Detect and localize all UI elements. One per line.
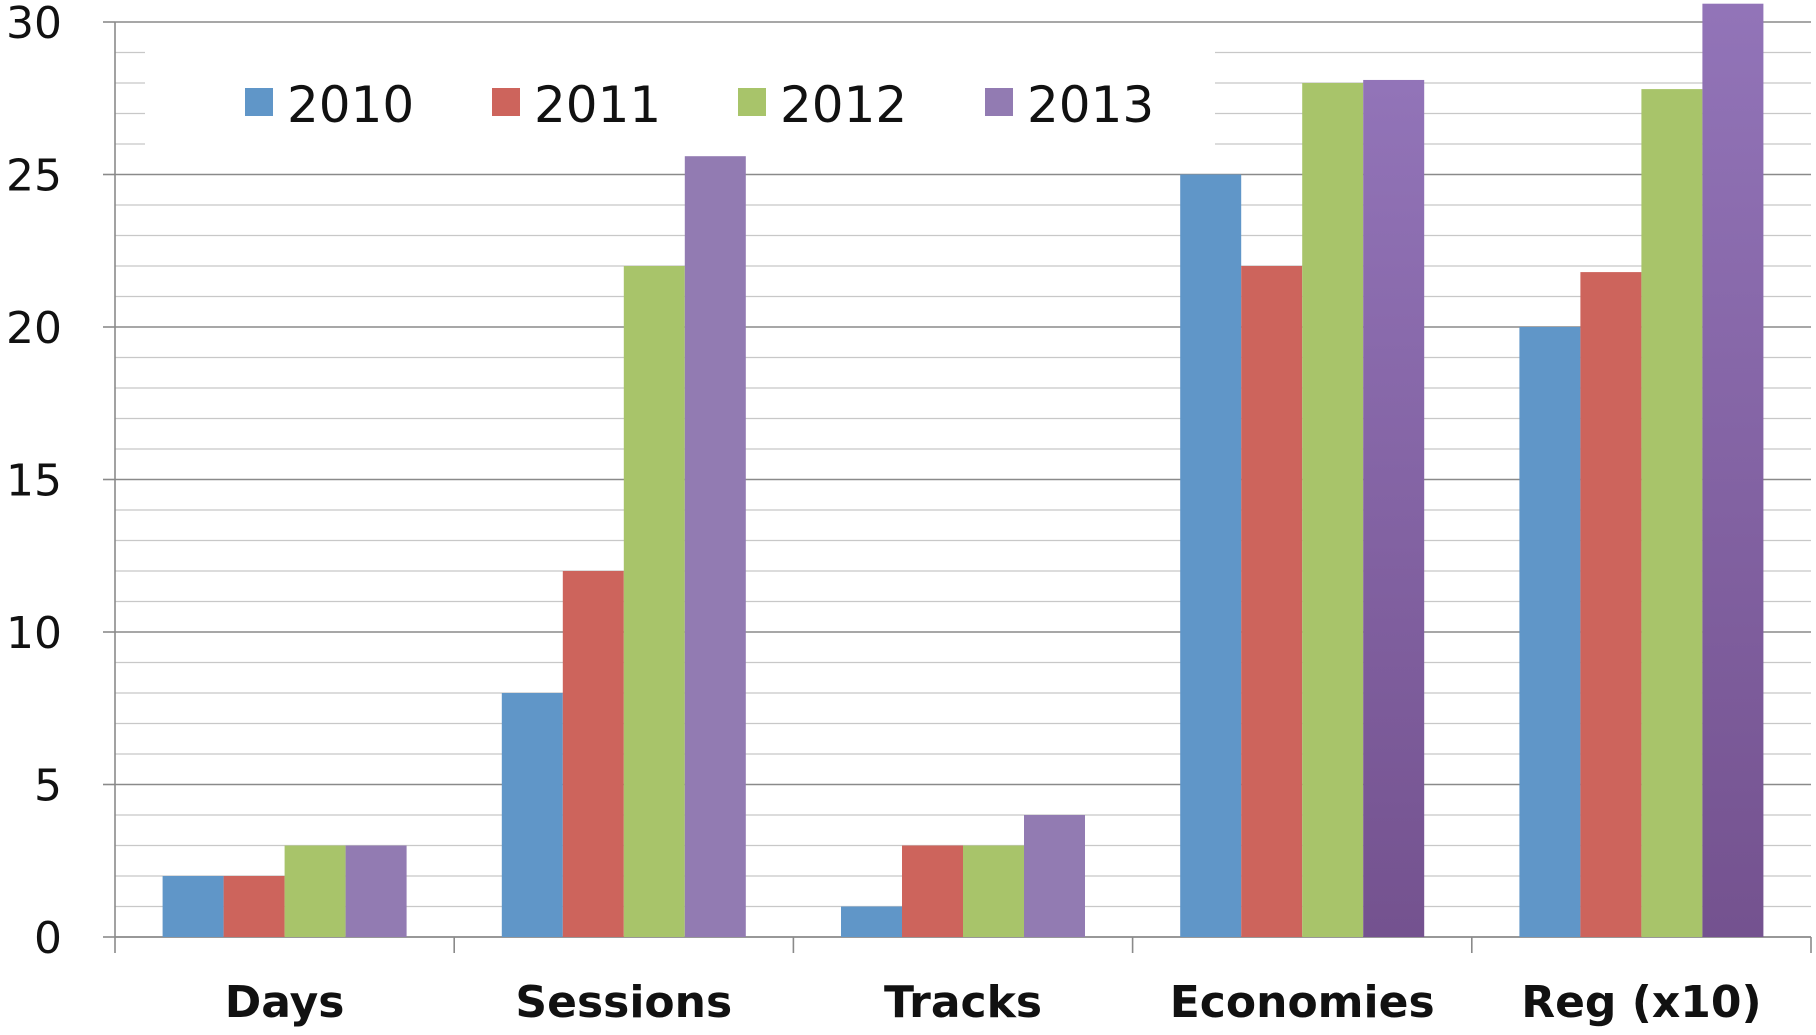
legend-swatch	[985, 88, 1013, 116]
bar	[501, 693, 563, 937]
y-tick-label: 0	[34, 913, 62, 964]
y-tick-label: 10	[6, 608, 62, 659]
legend-box	[145, 50, 1215, 152]
bar	[345, 845, 407, 937]
y-tick-label: 15	[6, 456, 62, 507]
bar	[284, 845, 346, 937]
y-tick-label: 5	[34, 761, 62, 812]
x-category-label: Tracks	[884, 977, 1042, 1028]
y-tick-label: 25	[6, 151, 62, 202]
legend-label: 2013	[1027, 76, 1154, 134]
bar	[162, 876, 224, 937]
bar	[841, 906, 902, 937]
x-category-label: Reg (x10)	[1521, 977, 1761, 1028]
bar	[1180, 174, 1242, 937]
y-tick-labels: 0 5 10 15 20 25 30	[6, 0, 62, 964]
bar	[1702, 3, 1764, 937]
x-category-labels: Days Sessions Tracks Economies Reg (x10)	[225, 977, 1762, 1028]
legend-label: 2011	[534, 76, 661, 134]
legend-swatch	[738, 88, 766, 116]
bar	[684, 156, 746, 937]
x-category-label: Economies	[1170, 977, 1435, 1028]
y-tick-label: 20	[6, 303, 62, 354]
bar	[1302, 83, 1364, 937]
legend-label: 2012	[780, 76, 907, 134]
bar	[1241, 266, 1303, 937]
legend-label: 2010	[287, 76, 414, 134]
bar	[223, 876, 285, 937]
y-tick-label: 30	[6, 0, 62, 49]
bars	[162, 3, 1764, 938]
x-category-label: Sessions	[515, 977, 732, 1028]
x-category-label: Days	[225, 977, 345, 1028]
bar	[623, 266, 685, 937]
legend: 2010 2011 2012 2013	[145, 50, 1215, 152]
bar	[1519, 327, 1581, 937]
legend-swatch	[245, 88, 273, 116]
bar	[902, 845, 963, 937]
bar	[963, 845, 1024, 937]
bar	[1580, 272, 1642, 938]
bar	[562, 571, 624, 937]
bar	[1024, 815, 1085, 937]
legend-swatch	[492, 88, 520, 116]
bar	[1641, 89, 1703, 938]
bar	[1363, 79, 1425, 937]
